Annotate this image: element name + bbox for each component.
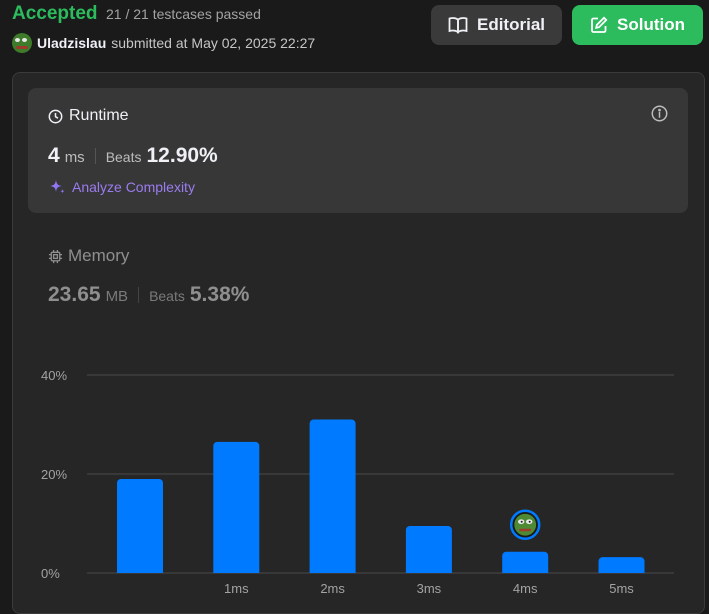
submission-status: Accepted [12,3,98,24]
analyze-complexity-link[interactable]: Analyze Complexity [48,178,195,196]
x-tick-label: 3ms [417,581,442,596]
runtime-beats-label: Beats [105,149,142,165]
y-tick-label: 40% [41,368,67,383]
memory-value: 23.65 [48,283,101,306]
chart-grid [87,374,674,574]
user-avatar-marker[interactable] [509,509,541,540]
user-marker [509,509,541,540]
book-icon [448,17,468,34]
x-tick-label: 4ms [513,581,538,596]
memory-values: 23.65 MB Beats 5.38% [48,283,249,307]
chart-bar-base [405,569,452,573]
chart-bar[interactable] [117,478,163,573]
x-axis: 1ms 2ms 3ms 4ms 5ms [224,581,634,596]
chart-bar-base [213,569,260,573]
runtime-value: 4 [48,144,60,167]
clock-icon [48,109,63,123]
chart-bar-base [502,569,549,573]
chart-bar[interactable] [405,525,452,573]
info-icon[interactable] [651,105,668,122]
solution-label: Solution [617,15,685,34]
username-link[interactable]: Uladzislau [37,35,107,51]
y-tick-label: 20% [41,467,67,482]
analyze-label: Analyze Complexity [72,179,195,195]
chart-bar-base [309,569,356,573]
chart-bar[interactable] [213,441,260,573]
chart-bar[interactable] [502,551,549,573]
runtime-title: Runtime [48,107,129,125]
memory-beats-value: 5.38% [189,283,250,306]
divider [138,287,140,303]
chart-bars [117,419,645,573]
submitter-info: Uladzislau submitted at May 02, 2025 22:… [12,33,315,53]
runtime-unit: ms [64,149,85,166]
submitted-time: submitted at May 02, 2025 22:27 [111,35,316,51]
memory-unit: MB [105,288,129,305]
avatar[interactable] [12,33,32,53]
divider [94,148,96,164]
y-axis: 0% 20% 40% [41,368,67,581]
solution-button[interactable]: Solution [572,5,703,45]
runtime-values: 4 ms Beats 12.90% [48,144,218,168]
edit-icon [591,16,608,33]
runtime-beats-value: 12.90% [146,144,218,167]
chart-bar[interactable] [309,419,356,573]
memory-title[interactable]: Memory [48,246,129,266]
memory-beats-label: Beats [149,288,185,304]
memory-title-text: Memory [68,246,130,265]
editorial-label: Editorial [476,15,545,34]
x-tick-label: 5ms [609,581,634,596]
editorial-button[interactable]: Editorial [431,5,562,45]
runtime-title-text: Runtime [69,107,129,124]
chart-bar-base [117,569,163,573]
chart-bar-base [598,569,645,573]
chip-icon [48,249,63,263]
frog-avatar-icon [514,513,537,536]
runtime-distribution-chart: 0% 20% 40% 1ms 2ms 3ms 4ms 5ms [41,368,674,596]
submission-header: Accepted 21 / 21 testcases passed Uladzi… [0,0,709,60]
x-tick-label: 2ms [320,581,345,596]
x-tick-label: 1ms [224,581,249,596]
sparkle-icon [50,180,65,194]
runtime-card[interactable]: Runtime 4 ms Beats 12.90% [28,88,688,213]
testcases-summary: 21 / 21 testcases passed [106,6,261,22]
y-tick-label: 0% [41,566,60,581]
